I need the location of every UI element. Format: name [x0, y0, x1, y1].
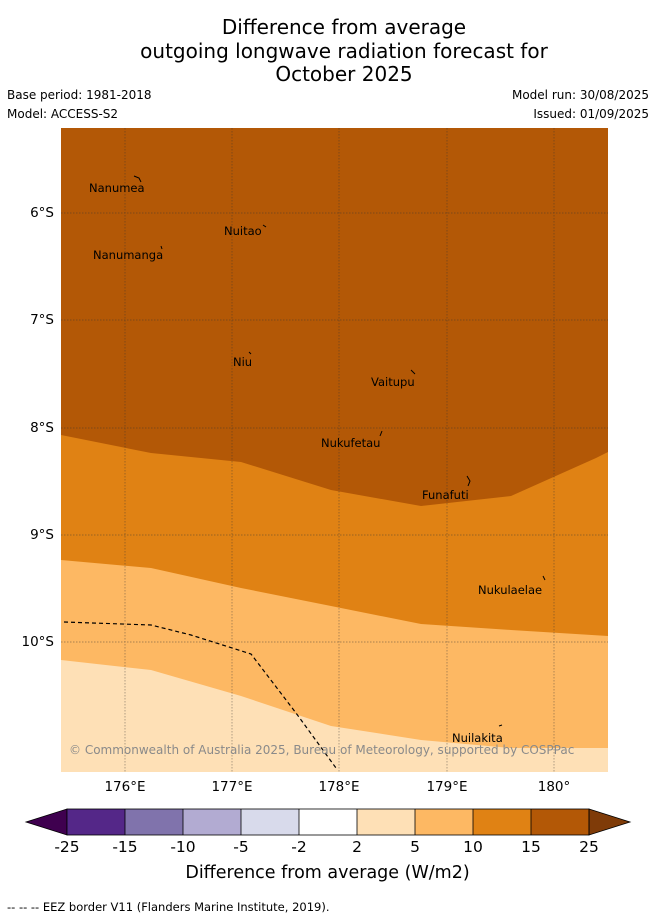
band-2-5: [61, 660, 608, 772]
title-line-1: Difference from average: [221, 15, 467, 39]
colorbar: [24, 808, 632, 836]
place-label-funafuti: Funafuti: [422, 488, 469, 502]
place-label-nukulaelae: Nukulaelae: [478, 583, 543, 597]
colorbar-dividers: [124, 809, 532, 835]
lat-label-6s: 6°S: [30, 205, 54, 221]
place-label-nuitao: Nuitao: [224, 224, 262, 238]
chart-title: Difference from average outgoing longwav…: [0, 15, 655, 87]
colorbar-tick: -15: [112, 838, 138, 856]
colorbar-bin-4: [241, 809, 299, 835]
island-niu: [248, 351, 252, 355]
model-name: Model: ACCESS-S2: [7, 107, 119, 121]
issued-date: Issued: 01/09/2025: [533, 107, 649, 121]
lon-label-180: 180°: [537, 779, 571, 795]
lon-label-176e: 176°E: [104, 779, 146, 795]
islands: [133, 175, 546, 727]
colorbar-bin-9: [531, 809, 589, 835]
base-period: Base period: 1981-2018: [7, 88, 152, 102]
colorbar-extend-high: [588, 808, 632, 836]
place-label-vaitupu: Vaitupu: [371, 375, 415, 389]
island-nuitao: [262, 224, 267, 228]
colorbar-tick: -2: [291, 838, 307, 856]
model-run: Model run: 30/08/2025: [511, 88, 649, 102]
island-nuilakita: [498, 724, 503, 727]
lat-label-7s: 7°S: [30, 312, 54, 328]
place-label-nukufetau: Nukufetau: [321, 436, 381, 450]
colorbar-bin-1: [67, 809, 125, 835]
colorbar-label: Difference from average (W/m2): [185, 863, 470, 883]
title-line-3: October 2025: [275, 62, 413, 86]
colorbar-tick: 5: [410, 838, 420, 856]
island-funafuti: [466, 475, 471, 487]
island-nanumea: [133, 175, 142, 183]
colorbar-bin-7: [415, 809, 473, 835]
lon-label-178e: 178°E: [318, 779, 360, 795]
lat-label-10s: 10°S: [21, 634, 55, 650]
colorbar-bin-3: [183, 809, 241, 835]
island-vaitupu: [410, 369, 416, 375]
colorbar-tick: -10: [170, 838, 196, 856]
place-label-nanumanga: Nanumanga: [93, 248, 164, 262]
island-nukulaelae: [542, 575, 546, 581]
island-nukufetau: [379, 430, 383, 437]
place-label-niu: Niu: [233, 355, 253, 369]
copyright-notice: © Commonwealth of Australia 2025, Bureau…: [69, 743, 575, 757]
colorbar-extend-low: [24, 808, 68, 836]
colorbar-outline: [66, 808, 590, 836]
colorbar-bin-6: [357, 809, 415, 835]
colorbar-tick: 25: [579, 838, 599, 856]
title-line-2: outgoing longwave radiation forecast for: [140, 38, 548, 63]
colorbar-tick: -5: [233, 838, 249, 856]
colorbar-bin-8: [473, 809, 531, 835]
lon-label-177e: 177°E: [211, 779, 253, 795]
eez-border: [63, 621, 337, 769]
eez-footnote: -- -- -- EEZ border V11 (Flanders Marine…: [7, 900, 330, 914]
place-label-nanumea: Nanumea: [89, 181, 145, 195]
colorbar-tick: 2: [352, 838, 362, 856]
place-label-nuilakita: Nuilakita: [452, 731, 503, 745]
graticule: [61, 128, 608, 772]
island-nanumanga: [160, 245, 163, 250]
colorbar-bin-5: [299, 809, 357, 835]
colorbar-tick: 10: [463, 838, 483, 856]
forecast-map: [61, 128, 608, 772]
lat-label-8s: 8°S: [30, 420, 54, 436]
colorbar-tick: 15: [521, 838, 541, 856]
colorbar-tick: -25: [54, 838, 80, 856]
lon-label-179e: 179°E: [426, 779, 468, 795]
lat-label-9s: 9°S: [30, 527, 54, 543]
map-panel: [61, 128, 608, 772]
colorbar-bin-2: [125, 809, 183, 835]
